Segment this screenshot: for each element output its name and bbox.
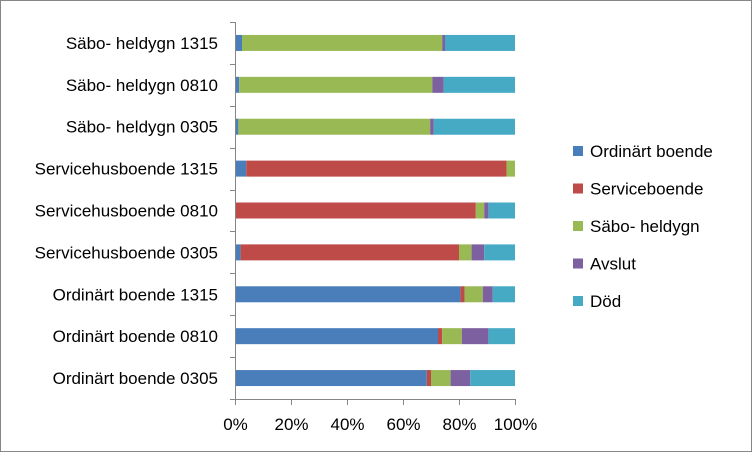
x-tick-label-0: 0% [223, 415, 248, 434]
category-label-sabo-heldygn-1315: Säbo- heldygn 1315 [66, 34, 218, 53]
category-label-sabo-heldygn-0305: Säbo- heldygn 0305 [66, 118, 218, 137]
category-label-ordinart-boende-0810: Ordinärt boende 0810 [53, 327, 218, 346]
legend-swatch-dod [573, 296, 583, 306]
legend-label-sabo-heldygn: Säbo- heldygn [590, 217, 700, 236]
bar-segment-avslut-sabo-heldygn-1315 [442, 34, 445, 51]
bar-segment-ordinart-boende-sabo-heldygn-1315 [235, 34, 242, 51]
category-label-servicehusboende-0810: Servicehusboende 0810 [35, 202, 218, 221]
x-tick-label-80: 80% [442, 415, 476, 434]
legend-swatch-serviceboende [573, 183, 583, 194]
bar-segment-ordinart-boende-ordinart-boende-1315 [235, 286, 461, 303]
bar-segment-sabo-heldygn-servicehusboende-1315 [506, 160, 515, 177]
bar-segment-dod-servicehusboende-0810 [488, 202, 515, 219]
bar-segment-serviceboende-ordinart-boende-1315 [460, 286, 465, 303]
legend-label-dod: Död [590, 292, 621, 311]
bar-segment-avslut-ordinart-boende-1315 [482, 286, 493, 303]
bar-segment-dod-sabo-heldygn-1315 [445, 34, 515, 51]
bar-segment-avslut-ordinart-boende-0305 [450, 370, 471, 387]
bar-segment-dod-sabo-heldygn-0305 [433, 118, 515, 135]
bar-segment-serviceboende-servicehusboende-0810 [235, 202, 476, 219]
bar-segment-avslut-ordinart-boende-0810 [461, 328, 489, 345]
bar-segment-avslut-sabo-heldygn-0810 [432, 76, 444, 93]
bar-segment-serviceboende-ordinart-boende-0305 [426, 370, 431, 387]
bar-segment-avslut-servicehusboende-0305 [471, 244, 485, 261]
bar-segment-serviceboende-servicehusboende-1315 [246, 160, 507, 177]
bar-segment-sabo-heldygn-sabo-heldygn-0810 [239, 76, 433, 93]
category-label-ordinart-boende-1315: Ordinärt boende 1315 [53, 285, 218, 304]
legend-label-avslut: Avslut [590, 255, 636, 274]
bar-segment-ordinart-boende-servicehusboende-0305 [235, 244, 241, 261]
bar-segment-ordinart-boende-servicehusboende-1315 [235, 160, 247, 177]
bar-segment-dod-servicehusboende-0305 [484, 244, 515, 261]
bar-segment-sabo-heldygn-ordinart-boende-0305 [431, 370, 451, 387]
bar-segment-sabo-heldygn-sabo-heldygn-1315 [242, 34, 443, 51]
category-label-servicehusboende-1315: Servicehusboende 1315 [35, 160, 218, 179]
x-tick-label-60: 60% [386, 415, 420, 434]
category-label-sabo-heldygn-0810: Säbo- heldygn 0810 [66, 76, 218, 95]
bar-segment-sabo-heldygn-ordinart-boende-0810 [442, 328, 462, 345]
bar-segment-sabo-heldygn-ordinart-boende-1315 [464, 286, 483, 303]
legend-label-serviceboende: Serviceboende [590, 180, 703, 199]
x-tick-label-40: 40% [330, 415, 364, 434]
legend-swatch-sabo-heldygn [573, 221, 583, 231]
category-label-servicehusboende-0305: Servicehusboende 0305 [35, 243, 218, 262]
bar-segment-ordinart-boende-sabo-heldygn-0810 [235, 76, 240, 93]
bar-segment-avslut-sabo-heldygn-0305 [430, 118, 434, 135]
bar-segment-serviceboende-servicehusboende-0305 [240, 244, 459, 261]
x-tick-label-20: 20% [274, 415, 308, 434]
bar-segment-avslut-servicehusboende-0810 [484, 202, 489, 219]
bar-segment-ordinart-boende-ordinart-boende-0810 [235, 328, 438, 345]
bar-segment-ordinart-boende-ordinart-boende-0305 [235, 370, 427, 387]
bar-segment-ordinart-boende-sabo-heldygn-0305 [235, 118, 239, 135]
bar-segment-sabo-heldygn-servicehusboende-0810 [475, 202, 485, 219]
legend-label-ordinart-boende: Ordinärt boende [590, 142, 713, 161]
legend-swatch-ordinart-boende [573, 146, 583, 156]
bar-segment-sabo-heldygn-servicehusboende-0305 [459, 244, 472, 261]
category-label-ordinart-boende-0305: Ordinärt boende 0305 [53, 369, 218, 388]
bar-segment-dod-ordinart-boende-0810 [488, 328, 515, 345]
bar-segment-serviceboende-ordinart-boende-0810 [438, 328, 443, 345]
legend-swatch-avslut [573, 258, 583, 269]
bar-segment-sabo-heldygn-sabo-heldygn-0305 [238, 118, 431, 135]
bar-segment-dod-sabo-heldygn-0810 [443, 76, 515, 93]
x-tick-label-100: 100% [494, 415, 537, 434]
bar-segment-dod-ordinart-boende-0305 [470, 370, 515, 387]
bar-segment-dod-ordinart-boende-1315 [492, 286, 515, 303]
